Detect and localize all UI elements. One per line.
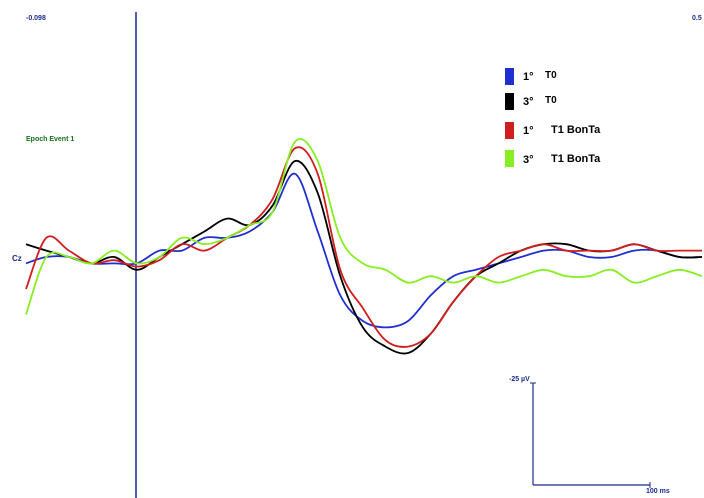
legend-order-3: 3° xyxy=(523,154,534,166)
legend-swatch-3 xyxy=(505,150,514,167)
trace-series-2 xyxy=(26,147,702,347)
legend-order-1: 3° xyxy=(523,96,534,108)
traces-group xyxy=(26,139,702,354)
time-end-label: 0.5 xyxy=(692,15,702,22)
legend-swatch-0 xyxy=(505,68,514,85)
legend-swatch-2 xyxy=(505,122,514,139)
channel-label: Cz xyxy=(12,254,22,263)
legend-swatch-1 xyxy=(505,93,514,110)
legend-condition-1: T0 xyxy=(545,95,557,106)
legend-condition-0: T0 xyxy=(545,70,557,81)
legend-order-2: 1° xyxy=(523,125,534,137)
epoch-event-label: Epoch Event 1 xyxy=(26,136,74,143)
legend: 1° T0 3° T0 1° T1 BonTa 3° T1 BonTa xyxy=(505,68,601,167)
time-start-label: -0.098 xyxy=(26,15,46,22)
scale-bar: -25 µV 100 ms xyxy=(509,376,670,495)
scale-amplitude-label: -25 µV xyxy=(509,376,530,383)
legend-condition-3: T1 BonTa xyxy=(551,153,601,165)
trace-series-3 xyxy=(26,139,702,315)
scale-time-label: 100 ms xyxy=(646,488,670,495)
legend-order-0: 1° xyxy=(523,71,534,83)
legend-condition-2: T1 BonTa xyxy=(551,124,601,136)
